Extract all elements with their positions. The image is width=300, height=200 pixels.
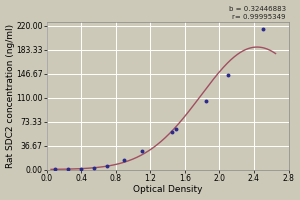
Point [79,167,84,170]
Point [174,127,179,131]
X-axis label: Optical Density: Optical Density [133,185,202,194]
Point [226,73,230,76]
Text: b = 0.32446883
r= 0.99995349: b = 0.32446883 r= 0.99995349 [229,6,286,20]
Point [92,166,97,169]
Point [122,159,127,162]
Point [53,168,58,171]
Y-axis label: Rat SDC2 concentration (ng/ml): Rat SDC2 concentration (ng/ml) [6,24,15,168]
Point [66,168,71,171]
Point [260,27,265,30]
Point [204,99,209,102]
Point [105,165,110,168]
Point [139,150,144,153]
Point [169,130,174,133]
